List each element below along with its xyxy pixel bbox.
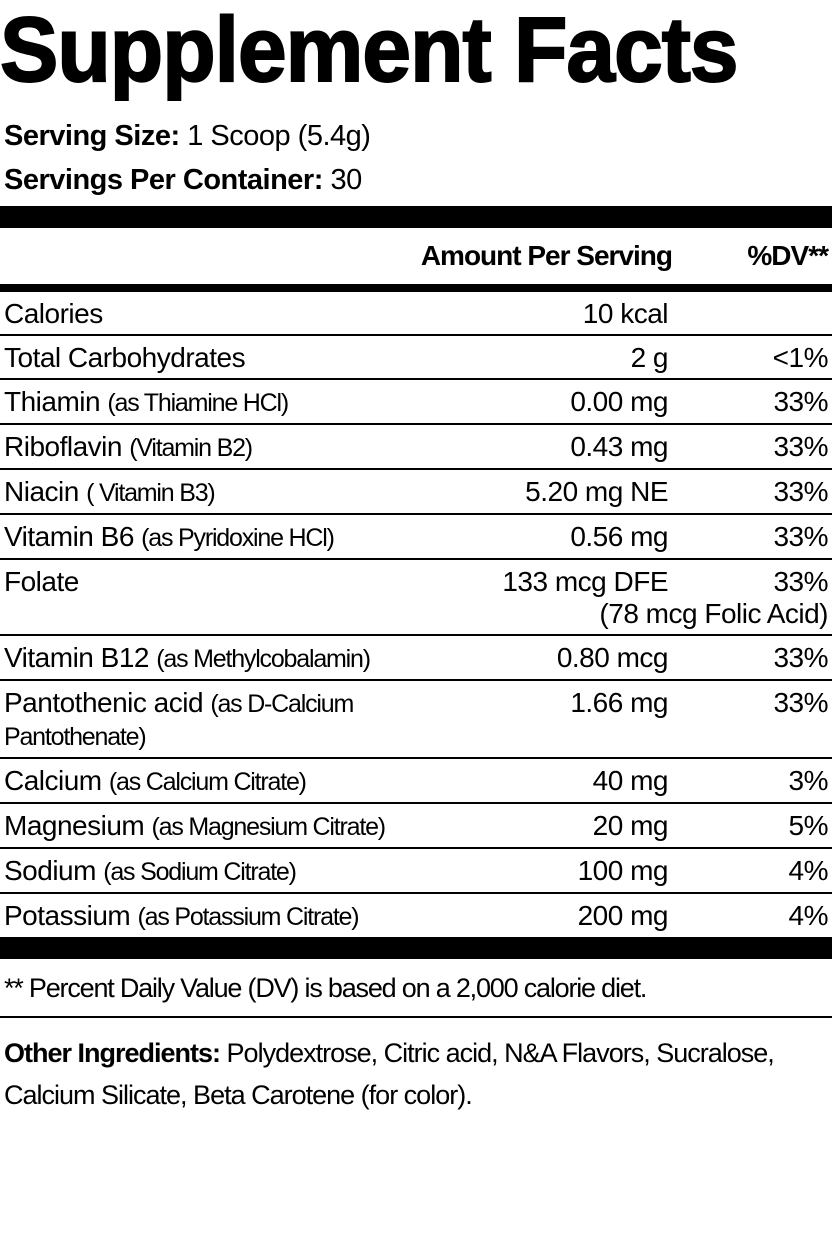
other-ingredients-label: Other Ingredients:	[4, 1038, 221, 1068]
table-body: Calories 10 kcal Total Carbohydrates 2 g <1%…	[0, 292, 832, 937]
nutrient-name: Pantothenic acid	[4, 687, 204, 718]
amount: 100 mg	[577, 855, 669, 886]
nutrient-name: Riboflavin	[4, 431, 122, 462]
nutrient-detail: (Vitamin B2)	[129, 434, 253, 462]
nutrient-detail: (as D-Calcium Pantothenate)	[4, 690, 354, 751]
nutrient-name: Sodium	[4, 855, 96, 886]
daily-value: 3%	[788, 765, 829, 796]
nutrient-detail: (as Calcium Citrate)	[108, 768, 307, 796]
nutrient-detail: ( Vitamin B3)	[86, 479, 216, 507]
other-ingredients: Other Ingredients: Polydextrose, Citric …	[0, 1018, 832, 1116]
amount: 40 mg	[592, 765, 669, 796]
serving-size: Serving Size: 1 Scoop (5.4g)	[0, 114, 832, 158]
nutrient-name-cell: Niacin ( Vitamin B3)	[4, 476, 438, 509]
amount: 2 g	[630, 342, 669, 373]
daily-value: 4%	[788, 900, 829, 931]
divider	[0, 284, 832, 292]
nutrient-row: Riboflavin (Vitamin B2) 0.43 mg 33%	[0, 425, 832, 470]
amount: 10 kcal	[582, 298, 669, 329]
nutrient-name-cell: Pantothenic acid (as D-Calcium Pantothen…	[4, 687, 438, 753]
nutrient-name: Magnesium	[4, 810, 145, 841]
spacer	[4, 598, 438, 630]
nutrient-detail: (as Potassium Citrate)	[137, 903, 360, 931]
nutrient-name: Total Carbohydrates	[4, 342, 246, 373]
nutrient-name-cell: Magnesium (as Magnesium Citrate)	[4, 810, 438, 843]
amount: 200 mg	[577, 900, 669, 931]
nutrient-row: Calcium (as Calcium Citrate) 40 mg 3%	[0, 759, 832, 804]
nutrient-detail: (as Pyridoxine HCl)	[141, 524, 335, 552]
servings-per-container: Servings Per Container: 30	[0, 158, 832, 202]
daily-value: 5%	[788, 810, 829, 841]
daily-value: 33%	[773, 521, 828, 552]
daily-value-empty	[668, 298, 828, 330]
nutrient-name-cell: Folate	[4, 566, 438, 598]
daily-value: <1%	[772, 342, 829, 373]
nutrient-name: Potassium	[4, 900, 131, 931]
nutrient-row: Calories 10 kcal	[0, 292, 832, 336]
amount: 0.43 mg	[570, 431, 668, 462]
nutrient-name-cell: Total Carbohydrates	[4, 342, 438, 374]
nutrient-row: Magnesium (as Magnesium Citrate) 20 mg 5%	[0, 804, 832, 849]
nutrient-name-cell: Calories	[4, 298, 438, 330]
daily-value: 4%	[788, 855, 829, 886]
column-header: %DV**	[747, 240, 829, 271]
amount: 0.00 mg	[570, 386, 668, 417]
amount: 20 mg	[592, 810, 669, 841]
daily-value: 33%	[773, 476, 828, 507]
title: Supplement Facts	[0, 0, 739, 101]
nutrient-name-cell: Sodium (as Sodium Citrate)	[4, 855, 438, 888]
nutrient-name: Vitamin B6	[4, 521, 134, 552]
amount: 133 mcg DFE	[502, 566, 668, 597]
daily-value: 33%	[773, 687, 828, 718]
nutrient-name: Folate	[4, 566, 79, 597]
nutrient-name-cell: Vitamin B6 (as Pyridoxine HCl)	[4, 521, 438, 554]
amount: 1.66 mg	[570, 687, 668, 718]
nutrient-name: Vitamin B12	[4, 642, 149, 673]
amount: 0.56 mg	[570, 521, 668, 552]
daily-value: 33%	[773, 386, 828, 417]
nutrient-detail: (as Methylcobalamin)	[156, 645, 371, 673]
nutrient-name: Calcium	[4, 765, 102, 796]
daily-value: 33%	[773, 566, 828, 597]
nutrient-name-cell: Thiamin (as Thiamine HCl)	[4, 386, 438, 419]
amount: 5.20 mg NE	[525, 476, 668, 507]
nutrient-row: Sodium (as Sodium Citrate) 100 mg 4%	[0, 849, 832, 894]
amount-extra: (78 mcg Folic Acid)	[599, 598, 828, 629]
nutrient-name: Calories	[4, 298, 103, 329]
nutrient-detail: (as Thiamine HCl)	[107, 389, 289, 417]
serving-size-label: Serving Size:	[4, 120, 180, 152]
table-header: Amount Per Serving %DV**	[0, 228, 832, 284]
nutrient-row: Thiamin (as Thiamine HCl) 0.00 mg 33%	[0, 380, 832, 425]
nutrient-row: Total Carbohydrates 2 g <1%	[0, 336, 832, 380]
nutrient-row: Folate 133 mcg DFE 33% (78 mcg Folic Acid)	[0, 560, 832, 636]
other-ingredients-value: Polydextrose, Citric acid, N&A Flavors, …	[4, 1038, 775, 1110]
nutrient-name-cell: Riboflavin (Vitamin B2)	[4, 431, 438, 464]
daily-value: 33%	[773, 431, 828, 462]
column-header: Amount Per Serving	[420, 240, 673, 271]
nutrient-detail: (as Magnesium Citrate)	[151, 813, 387, 841]
nutrient-name: Niacin	[4, 476, 79, 507]
nutrient-row: Vitamin B12 (as Methylcobalamin) 0.80 mcg…	[0, 636, 832, 681]
servings-label: Servings Per Container:	[4, 164, 323, 196]
serving-size-value: 1 Scoop (5.4g)	[187, 120, 371, 152]
servings-value: 30	[330, 164, 362, 196]
divider	[0, 206, 832, 228]
nutrient-row: Potassium (as Potassium Citrate) 200 mg 4%	[0, 894, 832, 937]
nutrient-row: Vitamin B6 (as Pyridoxine HCl) 0.56 mg 33%	[0, 515, 832, 560]
nutrient-row: Niacin ( Vitamin B3) 5.20 mg NE 33%	[0, 470, 832, 515]
nutrient-name-cell: Potassium (as Potassium Citrate)	[4, 900, 438, 933]
daily-value: 33%	[773, 642, 828, 673]
nutrient-detail: (as Sodium Citrate)	[103, 858, 297, 886]
nutrient-name-cell: Calcium (as Calcium Citrate)	[4, 765, 438, 798]
nutrient-row: Pantothenic acid (as D-Calcium Pantothen…	[0, 681, 832, 759]
footnote: ** Percent Daily Value (DV) is based on …	[0, 959, 832, 1018]
divider	[0, 937, 832, 959]
nutrient-name: Thiamin	[4, 386, 101, 417]
amount: 0.80 mcg	[556, 642, 669, 673]
nutrient-name-cell: Vitamin B12 (as Methylcobalamin)	[4, 642, 438, 675]
